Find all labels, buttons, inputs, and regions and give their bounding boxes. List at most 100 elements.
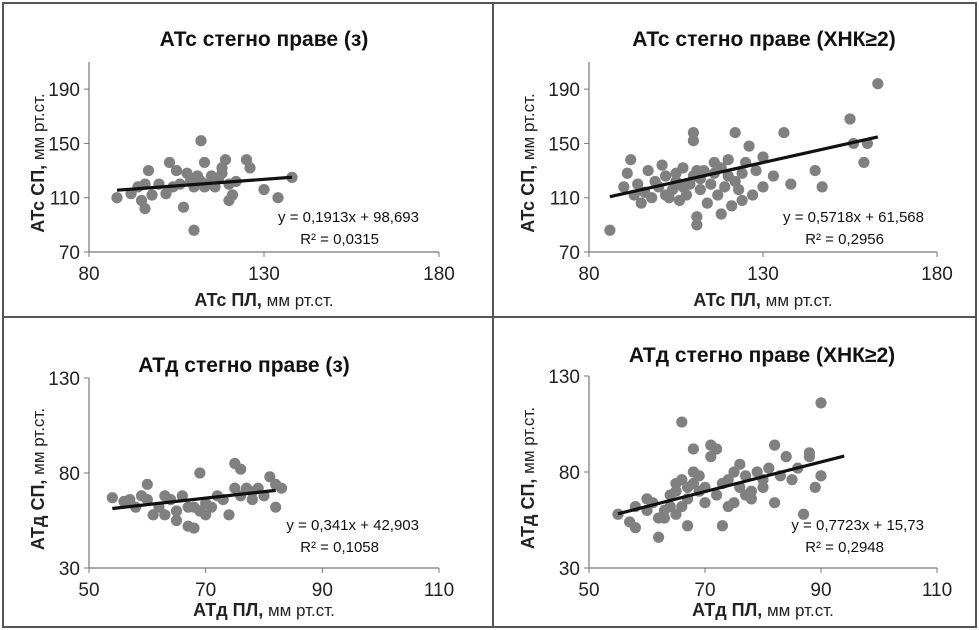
r-squared-label: R² = 0,2948	[805, 539, 884, 556]
data-point	[712, 189, 724, 201]
data-point	[728, 466, 740, 478]
x-axis-label-unit: мм рт.ст.	[263, 601, 335, 620]
data-point	[693, 470, 705, 482]
data-point	[745, 493, 757, 505]
data-point	[200, 509, 212, 521]
data-point	[176, 490, 188, 502]
chart-title: АТд стегно праве (з)	[138, 354, 350, 377]
y-tick-label: 150	[548, 134, 580, 155]
data-point	[699, 497, 711, 509]
x-tick-label: 130	[747, 264, 779, 285]
data-point	[223, 509, 235, 521]
y-tick-label: 110	[550, 189, 580, 210]
data-point	[141, 478, 153, 490]
trendline	[116, 175, 293, 192]
y-tick-label: 130	[48, 369, 80, 390]
y-tick-label: 70	[59, 243, 80, 264]
data-point	[275, 482, 288, 494]
data-point	[629, 522, 641, 534]
data-point	[244, 162, 256, 174]
x-axis-label: АТс ПЛ, мм рт.ст.	[194, 290, 333, 310]
x-axis-label-bold: АТс ПЛ,	[194, 290, 262, 310]
data-point	[188, 522, 200, 534]
chart-title: АТс стегно праве (ХНК≥2)	[632, 28, 895, 51]
y-axis-label-bold: АТд СП,	[28, 480, 48, 550]
data-point	[676, 474, 688, 486]
data-point	[618, 181, 630, 193]
data-point	[728, 497, 740, 509]
data-point	[170, 164, 183, 177]
x-axis-label-unit: мм рт.ст.	[761, 291, 833, 310]
data-point	[147, 509, 159, 521]
data-point	[743, 140, 755, 152]
data-point	[734, 458, 746, 470]
y-axis-label: АТд СП, мм рт.ст.	[28, 408, 48, 550]
y-tick-label: 190	[548, 80, 580, 101]
data-point	[653, 531, 665, 543]
data-point	[722, 474, 734, 486]
y-tick-label: 110	[50, 189, 80, 210]
data-point	[716, 520, 728, 532]
y-tick-label: 70	[559, 243, 580, 264]
scatter-chart-systolic-hnk: АТс стегно праве (ХНК≥2) 80 130 180 70 110 150…	[518, 28, 953, 310]
x-axis-label: АТд ПЛ, мм рт.ст.	[193, 600, 335, 620]
r-squared-label: R² = 0,0315	[300, 231, 379, 248]
y-axis-label-bold: АТд СП,	[518, 479, 538, 549]
x-tick-label: 80	[78, 264, 99, 285]
y-axis-label-bold: АТс СП,	[28, 165, 48, 233]
data-point	[705, 178, 717, 190]
data-point	[246, 494, 258, 506]
x-tick-label: 70	[195, 580, 216, 601]
data-point	[687, 135, 699, 147]
data-point	[170, 505, 183, 517]
data-point	[664, 500, 676, 513]
regression-equation: y = 0,7723x + 15,73	[791, 517, 924, 534]
data-point	[844, 113, 856, 125]
data-point	[216, 167, 228, 179]
data-point	[687, 126, 699, 139]
data-point	[195, 135, 207, 147]
x-tick-label: 90	[810, 580, 831, 601]
data-point	[750, 164, 762, 177]
x-axis-label: АТс ПЛ, мм рт.ст.	[693, 290, 832, 310]
data-point	[687, 477, 699, 490]
x-tick-label: 70	[694, 580, 715, 601]
data-point	[205, 501, 218, 513]
data-point	[159, 509, 171, 521]
data-point	[803, 451, 815, 463]
data-point	[612, 508, 624, 520]
x-axis-label-unit: мм рт.ст.	[262, 291, 334, 310]
x-tick-label: 180	[921, 264, 953, 285]
data-point	[798, 508, 810, 520]
x-tick-label: 110	[922, 580, 952, 601]
data-point	[778, 126, 790, 139]
x-tick-label: 180	[423, 264, 455, 285]
y-tick-label: 30	[559, 559, 580, 580]
data-point	[680, 189, 693, 201]
data-point	[659, 170, 672, 182]
data-point	[142, 164, 155, 177]
scatter-chart-diastolic-hnk: АТд стегно праве (ХНК≥2) 50 70 90 110 30 80 130…	[518, 344, 952, 620]
data-point	[106, 492, 118, 504]
chart-panel-3: АТд стегно праве (з) 50 70 90 110 30 80 130 АТд …	[2, 316, 494, 628]
data-point	[139, 202, 151, 215]
data-point	[646, 192, 658, 204]
chart-title: АТс стегно праве (з)	[160, 28, 369, 51]
r-squared-label: R² = 0,1058	[300, 539, 379, 556]
r-squared-label: R² = 0,2956	[805, 231, 884, 248]
data-point	[736, 167, 748, 179]
data-point	[701, 197, 713, 209]
data-point	[632, 178, 644, 190]
data-point	[188, 224, 200, 236]
data-point	[670, 508, 682, 520]
data-point	[785, 178, 797, 190]
x-axis-label: АТд ПЛ, мм рт.ст.	[692, 600, 834, 620]
regression-equation: y = 0,1913x + 98,693	[278, 209, 419, 226]
scatter-chart-systolic-z: АТс стегно праве (з)80 130 18070110150190А…	[28, 28, 455, 310]
y-tick-label: 80	[559, 463, 580, 484]
data-point	[677, 162, 689, 174]
data-point	[815, 397, 827, 409]
data-point	[809, 164, 821, 177]
y-axis-label: АТд СП, мм рт.ст.	[518, 407, 538, 549]
x-tick-label: 90	[312, 580, 333, 601]
